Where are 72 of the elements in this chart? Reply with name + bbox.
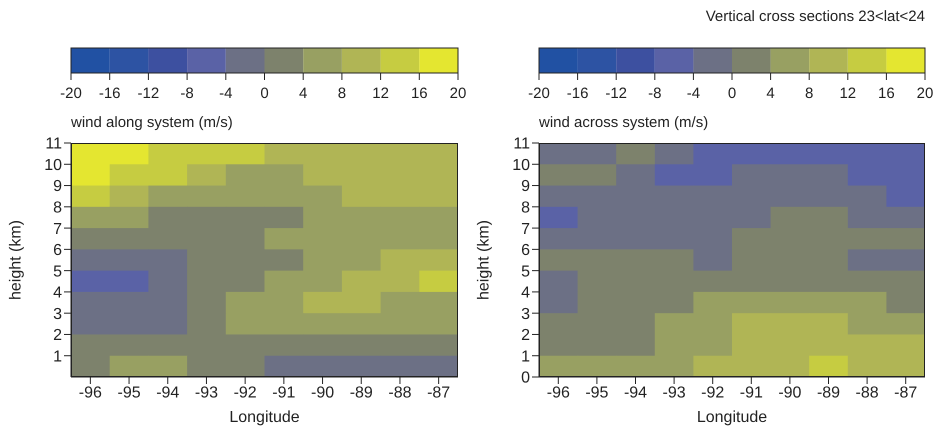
x-tick-label: -90 — [778, 384, 802, 402]
color-bar-label: -8 — [180, 85, 194, 102]
color-bar-label: -12 — [605, 85, 628, 102]
color-bar-label: 8 — [338, 85, 346, 102]
x-axis-title: Longitude — [696, 409, 768, 426]
x-tick-label: -93 — [194, 384, 218, 402]
y-tick-label: 1 — [53, 348, 62, 366]
text: Vertical cross sections 23<lat<24 — [706, 8, 925, 25]
color-bar-label: -16 — [98, 85, 121, 102]
y-tick-label: 0 — [521, 370, 530, 387]
y-tick-label: 2 — [521, 327, 530, 344]
x-tick-label: -93 — [662, 384, 686, 402]
x-tick-label: -88 — [856, 384, 879, 402]
x-tick-label: -95 — [585, 384, 609, 402]
x-tick-label: -89 — [816, 384, 840, 402]
y-tick-label: 3 — [521, 306, 530, 323]
y-tick-label: 1 — [521, 348, 530, 366]
y-axis-title: height (km) — [8, 220, 25, 300]
x-tick-label: -89 — [350, 384, 373, 402]
y-tick-label: 3 — [53, 306, 62, 323]
x-tick-label: -88 — [388, 384, 412, 402]
y-tick-label: 7 — [521, 220, 530, 238]
x-tick-label: -91 — [272, 384, 296, 402]
y-axis-title: height (km) — [476, 220, 493, 300]
x-tick-label: -91 — [740, 384, 763, 402]
color-bar-label: 0 — [260, 85, 269, 102]
color-bar-label: 4 — [299, 85, 308, 102]
color-bar-label: -8 — [648, 85, 662, 102]
color-bar-label: -4 — [686, 85, 700, 102]
x-tick-label: -87 — [894, 384, 918, 402]
color-bar-label: -12 — [138, 85, 160, 102]
y-tick-label: 11 — [45, 136, 62, 153]
color-bar-label: -4 — [219, 85, 232, 102]
color-bar-label: 16 — [410, 85, 428, 102]
y-tick-label: 9 — [53, 178, 62, 196]
y-tick-label: 6 — [521, 242, 530, 260]
x-tick-label: -90 — [310, 384, 334, 402]
color-bar-label: -20 — [528, 85, 550, 102]
y-tick-label: 9 — [521, 178, 530, 196]
color-bar-label: 20 — [916, 85, 934, 102]
y-tick-label: 5 — [521, 263, 530, 280]
color-bar-title: wind across system (m/s) — [539, 114, 708, 131]
x-tick-label: -96 — [78, 384, 102, 402]
y-tick-label: 8 — [53, 200, 62, 216]
x-tick-label: -96 — [546, 384, 570, 402]
color-bar-label: 4 — [766, 85, 775, 102]
x-tick-label: -94 — [156, 384, 180, 402]
color-bar-label: 0 — [728, 85, 736, 102]
color-bar-label: -16 — [566, 85, 588, 102]
x-tick-label: -92 — [701, 384, 724, 402]
y-tick-label: 4 — [53, 284, 62, 302]
y-tick-label: 7 — [53, 220, 62, 238]
y-tick-label: 8 — [521, 200, 530, 216]
y-tick-label: 10 — [512, 156, 530, 174]
x-tick-label: -95 — [117, 384, 141, 402]
y-tick-label: 4 — [521, 284, 530, 302]
y-tick-label: 11 — [513, 136, 530, 153]
x-tick-label: -92 — [234, 384, 257, 402]
color-bar-label: -20 — [60, 85, 82, 102]
color-bar-label: 12 — [839, 85, 856, 102]
color-bar-label: 20 — [450, 85, 466, 102]
y-tick-label: 10 — [44, 156, 62, 174]
y-tick-label: 6 — [53, 242, 62, 260]
color-bar-label: 16 — [878, 85, 895, 102]
x-tick-label: -94 — [624, 384, 648, 402]
color-bar-label: 12 — [372, 85, 389, 102]
color-bar-title: wind along system (m/s) — [71, 114, 233, 131]
color-bar-label: 8 — [805, 85, 814, 102]
x-axis-title: Longitude — [229, 409, 300, 426]
y-tick-label: 2 — [53, 327, 62, 344]
y-tick-label: 5 — [53, 263, 62, 280]
x-tick-label: -87 — [427, 384, 450, 402]
